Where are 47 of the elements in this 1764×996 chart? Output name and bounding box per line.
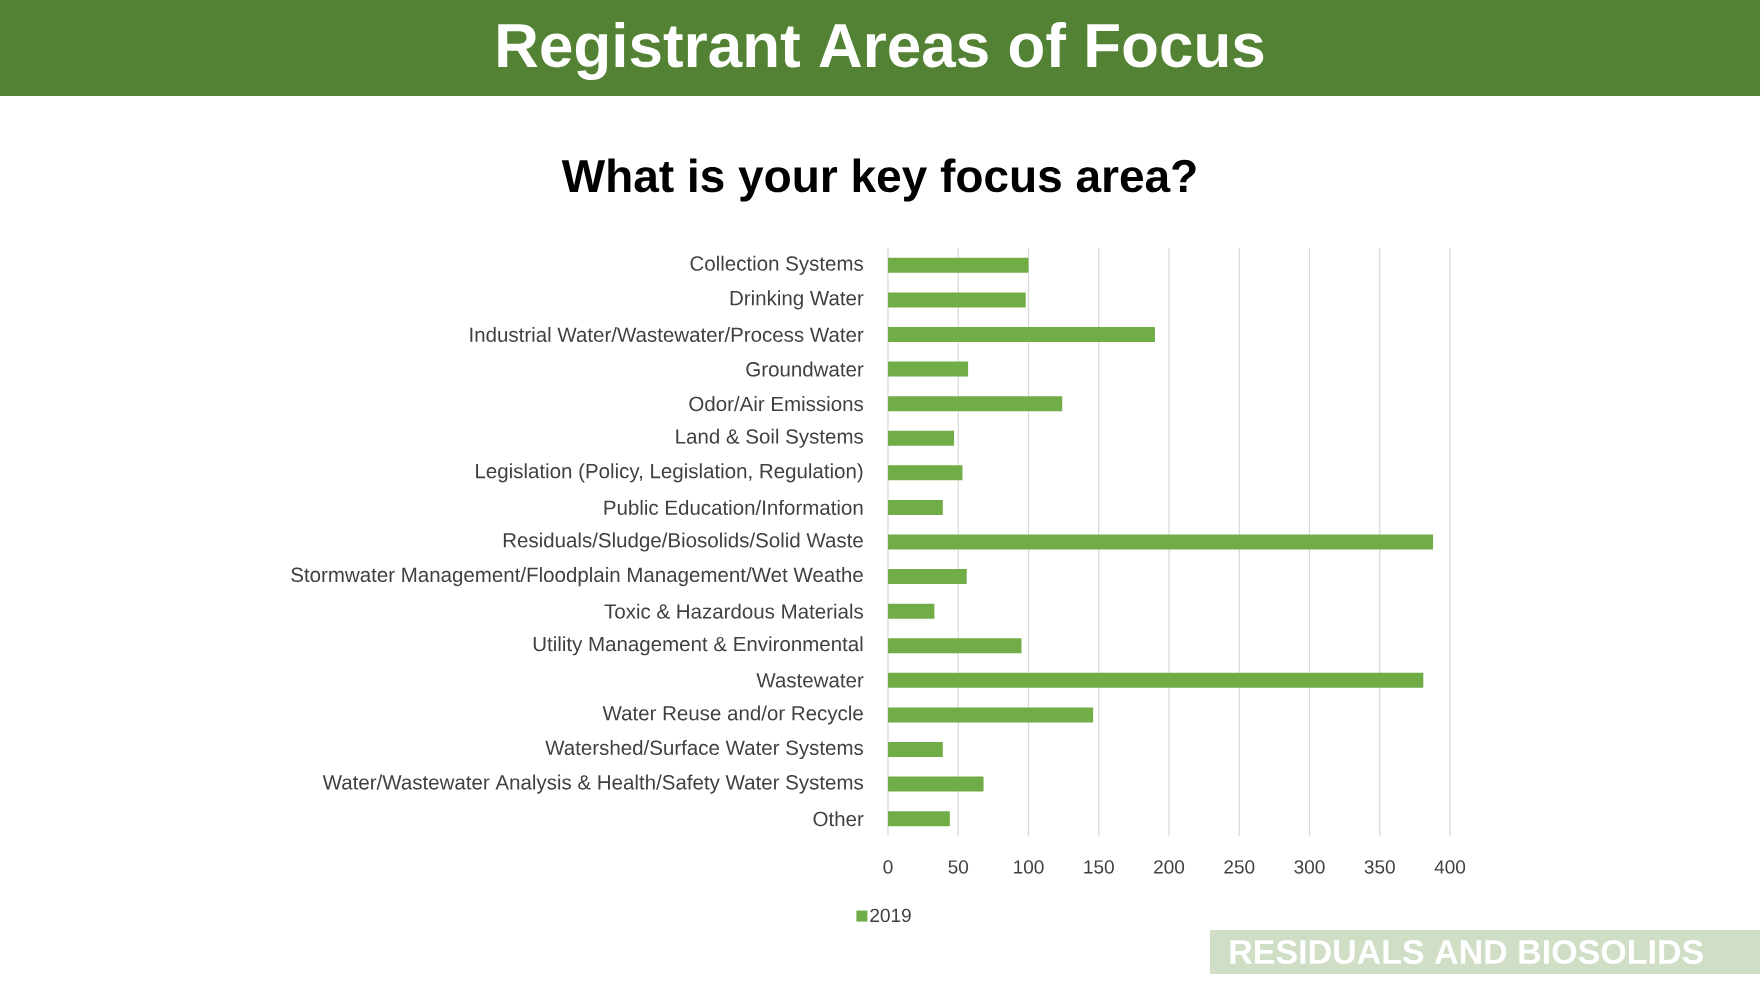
bar bbox=[888, 430, 955, 446]
bar bbox=[888, 603, 935, 619]
y-tick-label: Utility Management & Environmental bbox=[533, 636, 863, 656]
bar bbox=[888, 292, 1026, 308]
bar bbox=[888, 569, 967, 585]
y-tick-label: Other bbox=[813, 811, 864, 827]
y-tick-label: Drinking Water bbox=[730, 290, 864, 310]
x-tick-label: 100 bbox=[1014, 860, 1044, 874]
x-tick-label: 200 bbox=[1154, 860, 1185, 874]
y-tick-label: Watershed/Surface Water Systems bbox=[545, 739, 864, 760]
bar bbox=[888, 326, 1155, 342]
y-tick-label: Residuals/Sludge/Biosolids/Solid Waste bbox=[503, 532, 863, 552]
x-tick-label: 0 bbox=[883, 860, 893, 874]
y-tick-label: Water/Wastewater Analysis & Health/Safety Water Systems bbox=[322, 774, 864, 794]
y-tick-label: Stormwater Management/Floodplain Management/Wet Weathe bbox=[291, 567, 863, 587]
bar bbox=[888, 534, 1434, 550]
x-tick-label: 400 bbox=[1434, 860, 1466, 874]
text: RESIDUALS AND BIOSOLIDS bbox=[1230, 939, 1703, 965]
y-tick-label: Groundwater bbox=[746, 361, 864, 377]
chart-subtitle: What is your key focus area? bbox=[561, 158, 1196, 202]
x-tick-label: 50 bbox=[948, 860, 969, 874]
x-tick-label: 250 bbox=[1224, 860, 1255, 874]
legend-label: 2019 bbox=[870, 908, 911, 923]
y-tick-label: Odor/Air Emissions bbox=[689, 396, 864, 412]
bar bbox=[888, 465, 963, 481]
y-tick-label: Wastewater bbox=[756, 673, 864, 688]
y-tick-label: Toxic & Hazardous Materials bbox=[604, 603, 864, 619]
bar bbox=[888, 499, 943, 515]
y-tick-label: Public Education/Information bbox=[604, 499, 863, 515]
bar bbox=[888, 638, 1022, 654]
bar bbox=[888, 672, 1424, 688]
x-tick-label: 350 bbox=[1364, 860, 1395, 874]
y-tick-label: Legislation (Policy, Legislation, Regulation) bbox=[476, 463, 863, 483]
x-tick-label: 300 bbox=[1294, 860, 1325, 874]
bar bbox=[888, 776, 984, 792]
bar bbox=[888, 742, 943, 758]
bar bbox=[888, 257, 1029, 273]
bar bbox=[888, 361, 969, 377]
chart-title: Registrant Areas of Focus bbox=[498, 21, 1264, 81]
x-tick-label: 150 bbox=[1084, 860, 1114, 874]
bar bbox=[888, 811, 950, 827]
y-tick-label: Industrial Water/Wastewater/Process Water bbox=[470, 326, 864, 342]
y-tick-label: Water Reuse and/or Recycle bbox=[602, 705, 863, 725]
y-tick-label: Land & Soil Systems bbox=[676, 428, 864, 448]
bar bbox=[888, 396, 1063, 412]
bar bbox=[888, 707, 1094, 723]
y-tick-label: Collection Systems bbox=[690, 255, 864, 275]
